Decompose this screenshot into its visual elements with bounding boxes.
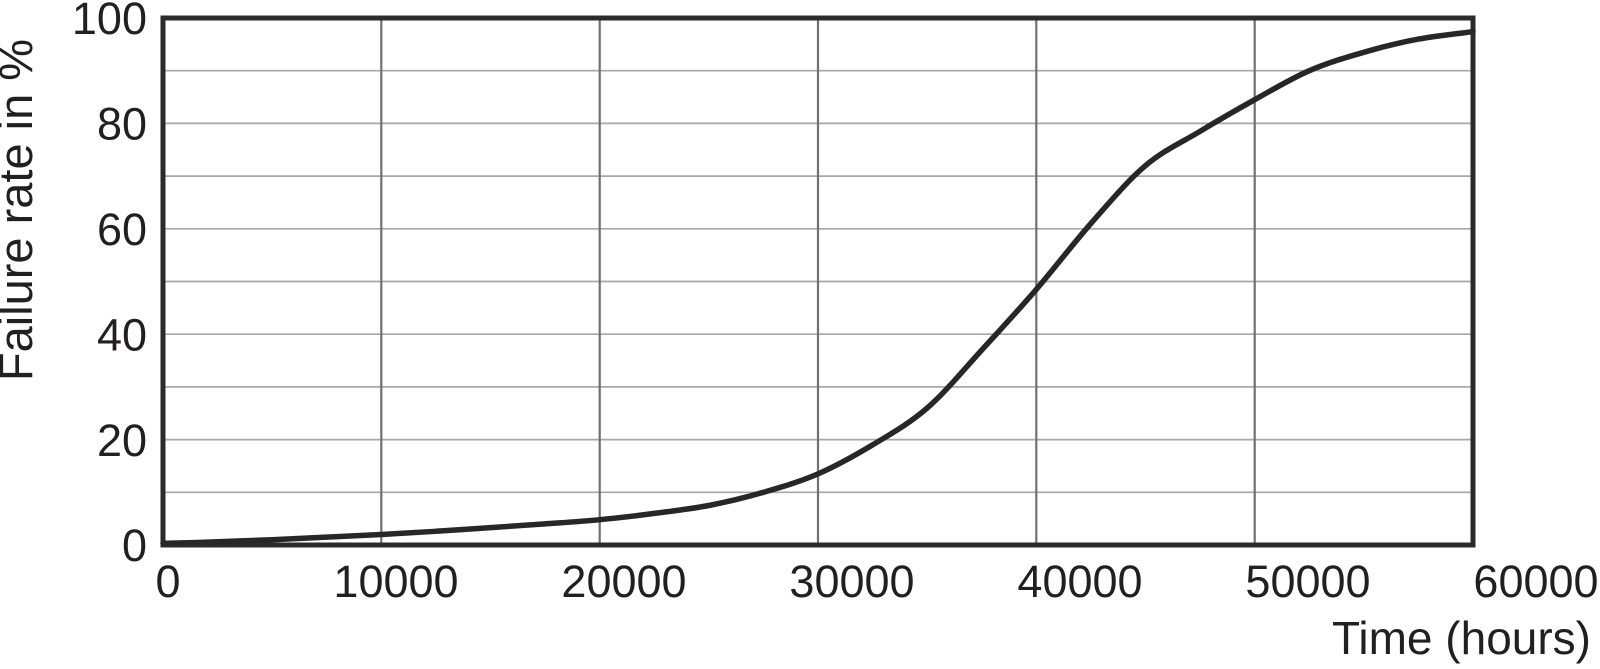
y-tick-label: 40 — [97, 309, 147, 360]
x-tick-label: 60000 — [1473, 556, 1598, 607]
x-axis-title: Time (hours) — [1332, 612, 1591, 664]
x-axis-tick-labels: 0 10000 20000 30000 40000 50000 60000 — [155, 556, 1598, 607]
x-tick-label: 20000 — [561, 556, 686, 607]
y-tick-label: 80 — [97, 99, 147, 150]
x-tick-label: 10000 — [333, 556, 458, 607]
y-axis-tick-labels: 0 20 40 60 80 100 — [72, 0, 147, 571]
failure-rate-curve — [160, 28, 1476, 547]
y-axis-title: Failure rate in % — [0, 39, 42, 381]
plot-border — [160, 15, 1476, 548]
x-tick-label: 40000 — [1017, 556, 1142, 607]
y-tick-label: 0 — [122, 520, 147, 571]
x-tick-label: 50000 — [1245, 556, 1370, 607]
vertical-gridlines — [380, 18, 1256, 545]
x-tick-label: 30000 — [789, 556, 914, 607]
y-tick-label: 20 — [97, 415, 147, 466]
x-tick-label: 0 — [155, 556, 180, 607]
y-tick-label: 60 — [97, 204, 147, 255]
y-tick-label: 100 — [72, 0, 147, 44]
